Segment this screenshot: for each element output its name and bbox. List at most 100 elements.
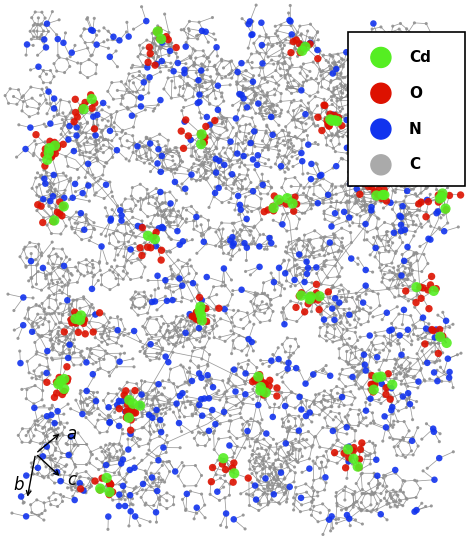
Point [121,194,129,203]
Point [84,73,91,82]
Point [139,391,147,400]
Point [273,470,281,479]
Point [298,119,306,127]
Point [367,206,375,215]
Point [401,214,409,223]
Point [218,92,226,101]
Point [222,72,229,81]
Point [288,89,295,98]
Point [351,487,359,496]
Point [200,46,207,55]
Point [260,391,267,400]
Point [322,361,330,370]
Point [390,486,397,495]
Point [73,132,81,140]
Point [197,220,205,229]
Point [418,198,425,206]
Point [126,407,133,415]
Point [99,458,106,467]
Point [437,86,445,94]
Point [65,346,73,354]
Point [149,386,156,395]
Point [137,154,145,163]
Point [182,184,189,193]
Point [399,61,406,70]
Point [269,131,276,139]
Point [365,183,373,192]
Point [383,261,390,270]
Point [241,153,248,162]
Point [74,139,82,147]
Point [101,347,109,355]
Point [156,188,164,197]
Point [315,305,323,314]
Point [173,165,181,174]
Point [399,125,406,134]
Point [146,134,154,143]
Point [338,122,346,130]
Point [123,218,130,227]
Point [375,234,383,242]
Point [237,185,245,194]
Point [401,268,408,277]
Point [250,347,257,355]
Point [45,280,53,288]
Point [27,123,34,132]
Point [378,132,386,141]
Point [382,423,390,431]
Point [333,197,340,206]
Point [331,261,339,270]
Point [106,449,114,458]
Point [369,439,377,448]
Point [362,366,370,375]
Point [31,338,39,347]
Point [395,362,402,371]
Point [285,238,292,246]
Point [356,333,364,341]
Point [157,409,165,418]
Point [103,212,111,221]
Point [233,442,241,451]
Point [220,64,228,72]
Point [382,390,390,399]
Point [98,338,106,347]
Point [234,149,241,158]
Point [426,132,433,141]
Point [293,490,301,499]
Point [63,55,71,63]
Point [201,501,209,509]
Point [395,281,402,289]
Point [130,141,137,150]
Point [36,32,44,41]
Point [296,48,304,57]
Point [281,320,288,328]
Point [160,443,167,452]
Point [300,78,307,86]
Point [313,75,320,83]
Point [284,107,292,116]
Point [73,113,81,122]
Point [201,332,209,341]
Point [284,463,292,471]
Point [44,259,52,268]
Point [68,329,76,338]
Point [329,110,337,119]
Point [79,103,86,111]
Point [444,183,451,192]
Point [81,225,88,234]
Point [196,82,204,90]
Point [332,292,340,301]
Point [184,397,191,406]
Point [399,97,406,105]
Point [298,468,306,477]
Point [122,129,129,138]
Point [163,296,171,305]
Point [33,261,40,269]
Point [223,387,231,395]
Point [394,397,401,406]
Point [46,197,54,205]
Point [41,14,49,23]
Point [28,463,36,471]
Point [378,48,386,57]
Point [75,173,82,182]
